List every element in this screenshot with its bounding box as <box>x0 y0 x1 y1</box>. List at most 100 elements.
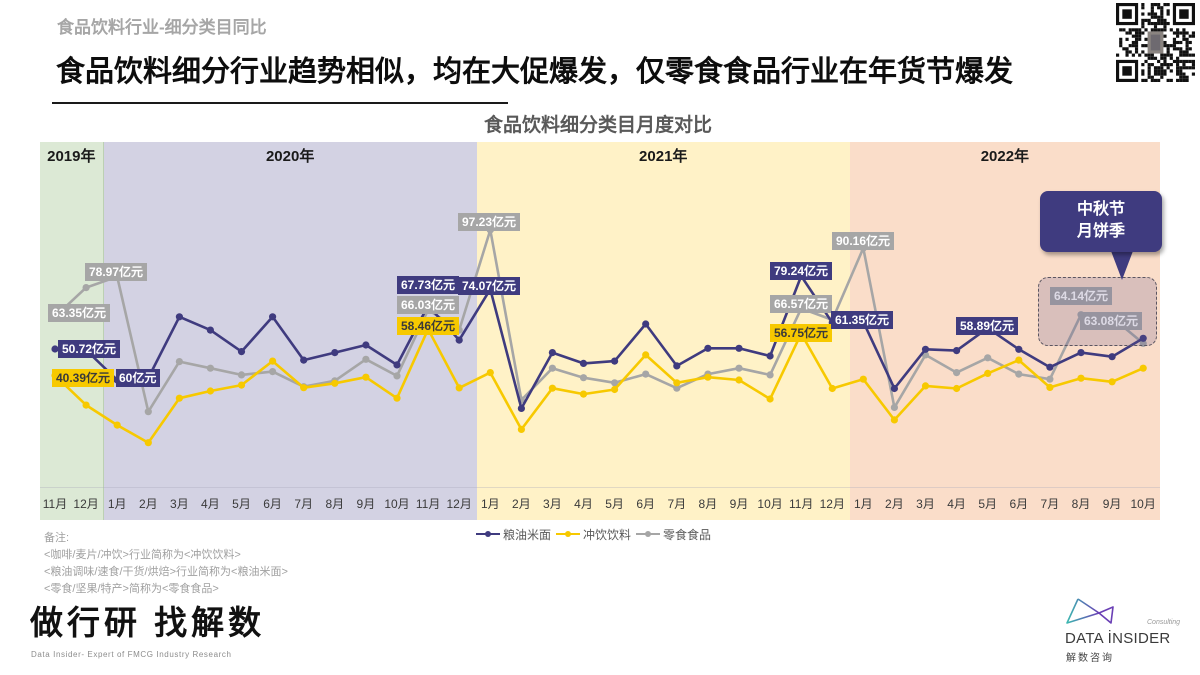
data-point <box>486 369 494 377</box>
data-point <box>735 376 743 384</box>
data-label-grain: 67.73亿元 <box>397 276 460 294</box>
data-point <box>735 344 743 352</box>
x-tick-label: 11月 <box>788 497 814 511</box>
data-point <box>579 390 588 398</box>
data-point <box>362 341 370 349</box>
data-point <box>144 408 152 416</box>
x-tick-label: 2月 <box>138 497 158 511</box>
data-point <box>300 384 308 392</box>
line-marker-icon <box>636 531 661 537</box>
x-tick-label: 3月 <box>170 497 189 511</box>
data-point <box>1139 334 1147 342</box>
x-tick-label: 6月 <box>636 497 656 511</box>
data-point <box>766 395 774 403</box>
x-tick-label: 7月 <box>667 497 687 511</box>
chart-notes: 备注: <咖啡/麦片/冲饮>行业简称为<冲饮饮料> <粮油调味/速食/干货/烘焙… <box>44 530 288 598</box>
data-point <box>579 374 588 382</box>
data-point <box>206 326 214 334</box>
x-tick-label: 9月 <box>1102 497 1122 511</box>
logo-subtitle: Consulting <box>1147 619 1181 626</box>
x-axis-separator <box>40 487 1160 488</box>
x-tick-label: 5月 <box>978 497 998 511</box>
line-marker-icon <box>476 531 500 537</box>
x-tick-label: 7月 <box>1040 497 1060 511</box>
data-point <box>237 348 246 356</box>
logo-chinese-name: 解数咨询 <box>1066 653 1114 664</box>
data-point <box>953 369 961 377</box>
data-label-beverage: 40.39亿元 <box>52 369 115 387</box>
x-tick-label: 11月 <box>42 497 68 511</box>
year-band-2019: 2019年 <box>40 142 104 520</box>
data-point <box>455 336 463 344</box>
bowtie-triangle-logo-icon <box>1066 598 1114 624</box>
callout-pointer <box>1111 251 1133 280</box>
data-point <box>828 384 836 393</box>
data-point <box>642 370 650 378</box>
year-band-label: 2019年 <box>47 148 96 165</box>
x-tick-label: 10月 <box>1130 497 1156 511</box>
data-point <box>269 313 277 321</box>
x-tick-label: 4月 <box>947 497 966 511</box>
year-band-label: 2020年 <box>265 148 315 165</box>
x-tick-label: 6月 <box>263 497 282 511</box>
x-tick-label: 3月 <box>543 497 562 511</box>
data-point <box>175 313 183 321</box>
callout-line: 中秋节 <box>1076 201 1125 218</box>
data-point <box>517 404 526 412</box>
callout-mid-autumn: 中秋节 月饼季 <box>1040 191 1162 252</box>
data-point <box>1015 345 1023 353</box>
legend-label: 冲饮饮料 <box>583 527 632 542</box>
x-tick-label: 12月 <box>446 497 472 511</box>
data-point <box>82 401 90 409</box>
data-label-snack: 90.16亿元 <box>832 232 895 250</box>
data-point <box>237 381 246 389</box>
note-line: <粮油调味/速食/干货/烘焙>行业简称为<粮油米面> <box>44 566 288 578</box>
data-point <box>859 375 867 383</box>
data-point <box>611 385 619 394</box>
x-tick-label: 1月 <box>480 497 500 511</box>
x-tick-label: 6月 <box>1009 497 1029 511</box>
data-point <box>175 358 183 366</box>
data-point <box>393 372 401 380</box>
x-tick-label: 9月 <box>729 497 749 511</box>
data-label-snack: 64.14亿元 <box>1050 287 1113 305</box>
data-point <box>642 320 650 328</box>
data-point <box>735 364 743 372</box>
data-point <box>704 344 712 352</box>
data-point <box>51 345 59 353</box>
data-point <box>579 359 588 367</box>
data-point <box>984 354 992 362</box>
x-tick-label: 3月 <box>916 497 935 511</box>
year-band-label: 2021年 <box>639 148 688 165</box>
x-tick-label: 5月 <box>232 497 251 511</box>
data-point <box>766 352 774 360</box>
data-label-snack: 63.08亿元 <box>1080 312 1143 330</box>
data-point <box>331 349 339 357</box>
data-label-beverage: 58.46亿元 <box>397 317 460 335</box>
x-tick-label: 4月 <box>574 497 593 511</box>
data-point <box>548 364 557 372</box>
data-point <box>455 384 463 392</box>
x-tick-label: 7月 <box>294 497 314 511</box>
data-point <box>393 361 401 369</box>
x-tick-label: 4月 <box>201 497 220 511</box>
x-tick-label: 12月 <box>819 497 845 511</box>
data-point <box>1077 349 1085 357</box>
data-label-grain: 58.89亿元 <box>956 317 1019 335</box>
legend-label: 零食食品 <box>663 527 712 542</box>
data-point <box>548 349 557 357</box>
data-point <box>921 345 930 353</box>
highlight-box-mid-autumn <box>1038 277 1157 346</box>
line-series-1 <box>51 325 1147 447</box>
data-label-snack: 63.35亿元 <box>48 304 111 322</box>
data-point <box>611 357 619 365</box>
data-point <box>890 384 899 393</box>
series-line <box>54 228 1145 414</box>
data-label-snack: 78.97亿元 <box>85 263 148 281</box>
data-point <box>113 421 121 429</box>
brand-tagline: Data Insider- Expert of FMCG Industry Re… <box>31 650 232 659</box>
note-line: <咖啡/麦片/冲饮>行业简称为<冲饮饮料> <box>44 549 241 561</box>
data-point <box>766 371 774 379</box>
legend-item-grain: 粮油米面 <box>476 526 551 543</box>
x-tick-label: 2月 <box>885 497 904 511</box>
